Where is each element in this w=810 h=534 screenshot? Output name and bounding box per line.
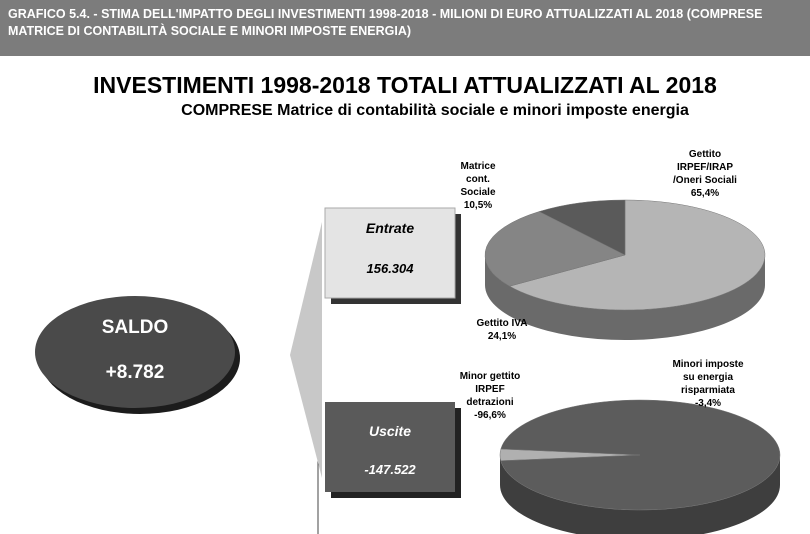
value-label: -96,6% (474, 410, 506, 421)
value-label: 24,1% (487, 331, 517, 342)
subtitle: COMPRESE Matrice di contabilità sociale … (181, 102, 689, 119)
saldo-ellipse (35, 296, 235, 408)
header: GRAFICO 5.4. - STIMA DELL'IMPATTO DEGLI … (0, 0, 810, 56)
uscite-box (325, 402, 455, 492)
uscite-label: Uscite (369, 423, 411, 439)
slice-label: Gettito IVA 24,1% (462, 317, 542, 343)
slice-label: Gettito IRPEF/IRAP /Oneri Sociali 65,4% (670, 148, 740, 200)
saldo-label: SALDO (102, 317, 169, 338)
slice-label: Minor gettito IRPEF detrazioni -96,6% (454, 370, 526, 422)
value-label: 65,4% (690, 188, 720, 199)
entrate-value: 156.304 (367, 261, 415, 276)
title: INVESTIMENTI 1998-2018 TOTALI ATTUALIZZA… (93, 72, 717, 98)
category-label: Gettito IVA (476, 318, 528, 329)
saldo-value: +8.782 (106, 362, 165, 383)
pie-side (485, 255, 765, 340)
entrate-label: Entrate (366, 220, 414, 236)
pie-slice (538, 199, 626, 256)
value-label: 10,5% (463, 200, 493, 211)
slice-label: Matrice cont. Sociale 10,5% (448, 160, 508, 212)
pie-side (500, 455, 780, 534)
uscite-value: -147.522 (364, 462, 416, 477)
pie-slice (484, 211, 626, 287)
pie-slice (500, 399, 781, 511)
pie-slice (509, 199, 766, 311)
category-label: Matrice cont. Sociale (460, 161, 496, 198)
entrate-box (324, 207, 456, 299)
category-label: Minori imposte su energia risparmiata (672, 359, 744, 396)
category-label: Minor gettito IRPEF detrazioni (459, 371, 521, 408)
slice-label: Minori imposte su energia risparmiata -3,… (668, 358, 748, 410)
category-label: Gettito IRPEF/IRAP /Oneri Sociali (673, 149, 737, 186)
value-label: -3,4% (694, 398, 722, 409)
connector (290, 222, 322, 478)
